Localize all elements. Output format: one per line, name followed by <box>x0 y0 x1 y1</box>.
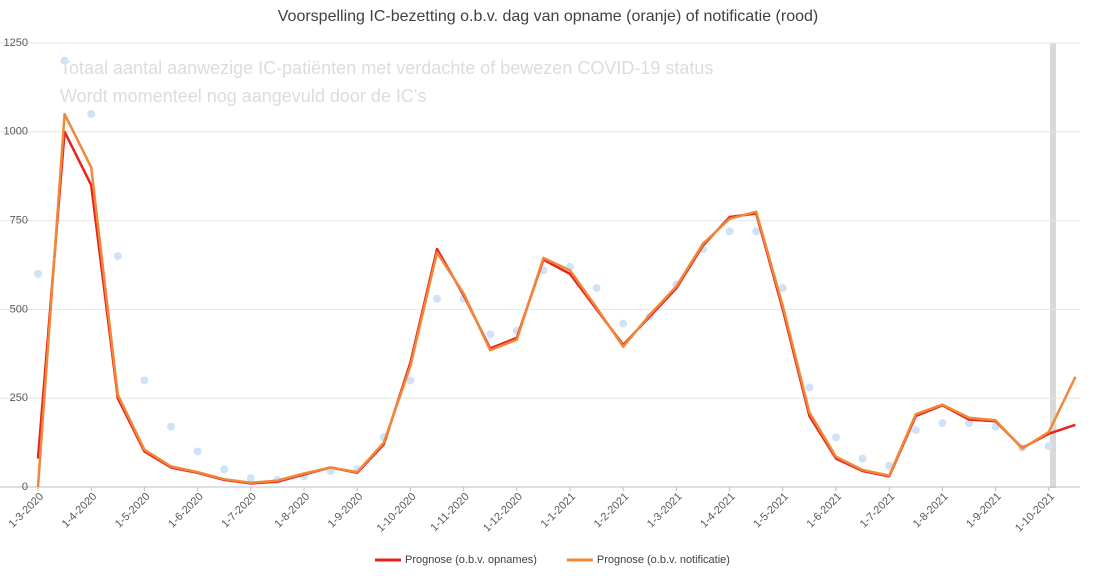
plot <box>34 56 1077 488</box>
divider <box>1050 43 1056 488</box>
data-point <box>832 433 840 442</box>
legend-label: Prognose (o.b.v. opnames) <box>405 554 537 566</box>
series-line <box>36 112 1077 488</box>
data-point <box>60 56 69 65</box>
data-point <box>592 284 601 293</box>
data-point <box>34 269 42 278</box>
data-point <box>911 426 920 435</box>
x-tick-label: 1-10-2020 <box>375 491 419 535</box>
annotation: Totaal aantal aanwezige IC-patiënten met… <box>60 58 713 78</box>
data-point <box>619 319 628 328</box>
data-point <box>858 454 867 463</box>
data-point <box>938 419 947 428</box>
x-tick-label: 1-3-2021 <box>645 491 685 531</box>
y-tick-label: 1250 <box>4 37 28 49</box>
data-point <box>113 252 122 261</box>
x-tick-label: 1-3-2020 <box>7 491 47 531</box>
data-point <box>885 461 894 470</box>
data-point <box>246 474 255 483</box>
data-point <box>486 330 495 339</box>
data-point <box>433 294 441 303</box>
data-point <box>778 284 787 293</box>
x-tick-label: 1-6-2021 <box>805 491 845 531</box>
annotation: Wordt momenteel nog aangevuld door de IC… <box>60 86 426 106</box>
data-point <box>406 376 415 385</box>
legend: Prognose (o.b.v. opnames) Prognose (o.b.v… <box>375 554 730 566</box>
data-point <box>805 383 814 392</box>
x-tick-label: 1-5-2020 <box>113 491 153 531</box>
x-tick-label: 1-8-2020 <box>273 491 313 531</box>
x-tick-label: 1-2-2021 <box>592 491 632 531</box>
x-tick-label: 1-6-2020 <box>166 491 206 531</box>
x-tick-label: 1-12-2020 <box>481 491 525 535</box>
y-tick-label: 500 <box>10 303 28 315</box>
data-point <box>965 419 973 428</box>
data-point <box>87 110 96 119</box>
x-tick-label: 1-9-2020 <box>326 491 366 531</box>
data-point <box>140 376 149 385</box>
x-tick-label: 1-8-2021 <box>911 491 951 531</box>
y-tick-label: 1000 <box>4 126 28 138</box>
data-point <box>220 465 229 474</box>
x-tick-label: 1-4-2020 <box>60 491 100 531</box>
x-tick-label: 1-4-2021 <box>698 491 738 531</box>
x-tick-label: 1-7-2020 <box>219 491 259 531</box>
chart-title: Voorspelling IC-bezetting o.b.v. dag van… <box>278 8 818 25</box>
x-tick-label: 1-11-2020 <box>428 491 471 534</box>
data-point <box>725 227 734 236</box>
y-tick-label: 250 <box>10 392 28 404</box>
data-point <box>193 447 202 456</box>
data-point <box>1044 442 1053 451</box>
x-tick-label: 1-5-2021 <box>751 491 791 531</box>
series-line <box>36 130 1076 485</box>
x-tick-label: 1-7-2021 <box>858 491 898 531</box>
x-tick-label: 1-9-2021 <box>964 491 1004 531</box>
y-tick-label: 750 <box>10 215 28 227</box>
x-tick-label: 1-10-2021 <box>1013 491 1057 535</box>
data-point <box>167 422 175 431</box>
x-tick-label: 1-1-2021 <box>539 491 579 531</box>
data-point <box>752 227 761 236</box>
y-tick-label: 0 <box>22 481 28 493</box>
legend-label: Prognose (o.b.v. notificatie) <box>597 554 730 566</box>
